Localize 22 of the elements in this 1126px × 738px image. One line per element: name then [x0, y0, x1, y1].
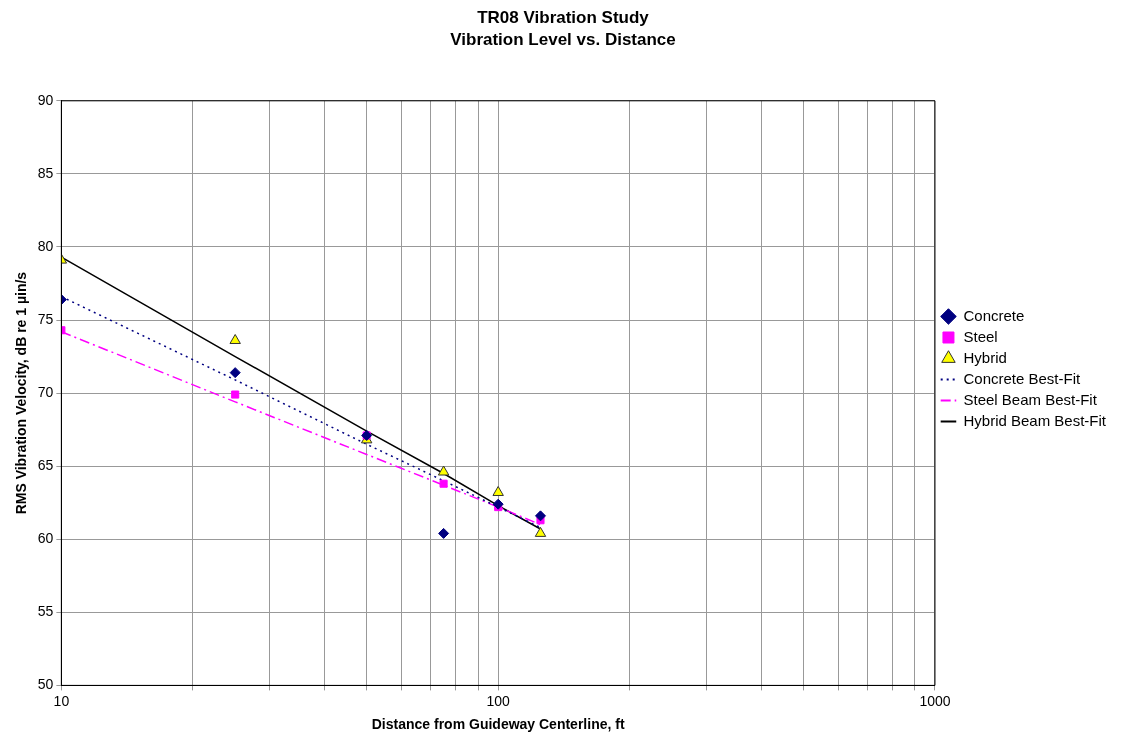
y-tick-label: 50 — [37, 676, 54, 693]
chart-subtitle: Vibration Level vs. Distance — [450, 30, 676, 50]
x-tick-label: 10 — [53, 692, 70, 709]
x-tick-label: 100 — [486, 692, 511, 709]
legend-label: Concrete Best-Fit — [963, 369, 1081, 387]
y-tick-label: 80 — [37, 237, 54, 254]
y-tick-label: 85 — [37, 164, 54, 181]
y-axis-title: RMS Vibration Velocity, dB re 1 µin/s — [13, 271, 30, 515]
y-tick-label: 55 — [37, 603, 54, 620]
legend-label: Hybrid — [963, 348, 1007, 366]
legend-label: Steel — [963, 327, 998, 345]
x-axis-title: Distance from Guideway Centerline, ft — [371, 716, 625, 733]
y-tick-label: 70 — [37, 383, 54, 400]
chart-title: TR08 Vibration Study — [477, 7, 650, 27]
legend-label: Hybrid Beam Best-Fit — [963, 411, 1107, 429]
legend-label: Steel Beam Best-Fit — [963, 390, 1098, 408]
y-tick-label: 90 — [37, 91, 54, 108]
y-tick-label: 65 — [37, 457, 54, 474]
y-tick-label: 60 — [37, 530, 54, 547]
y-tick-label: 75 — [37, 310, 54, 327]
legend-label: Concrete — [963, 306, 1025, 324]
x-tick-label: 1000 — [919, 692, 951, 709]
